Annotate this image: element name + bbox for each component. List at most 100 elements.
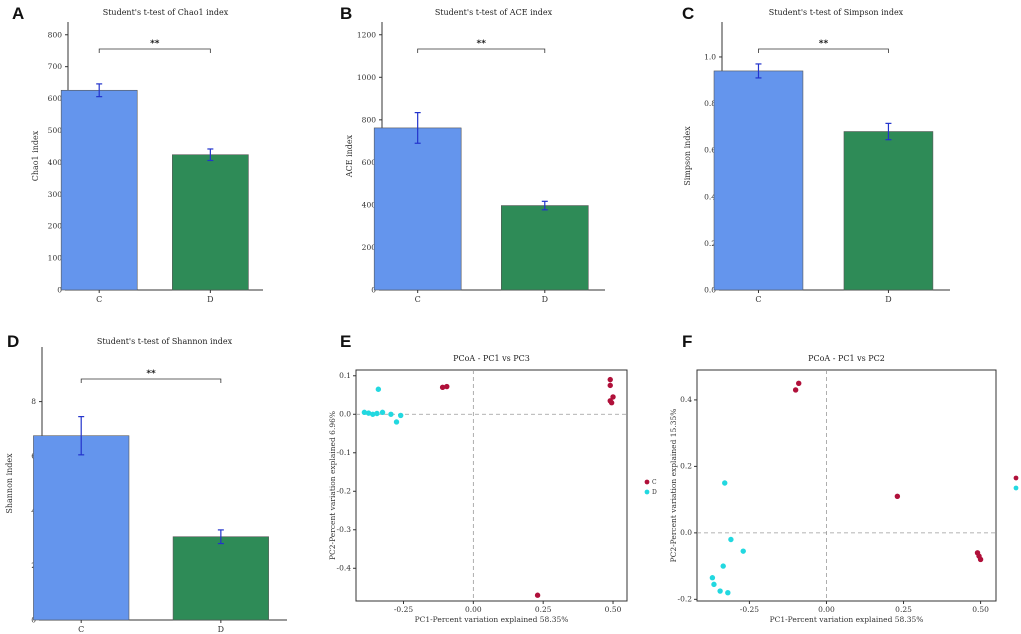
point-C: [534, 592, 541, 598]
y-tick-label: 200: [362, 243, 377, 252]
chart-title: Student's t-test of Chao1 index: [103, 8, 229, 17]
y-tick-label: 800: [362, 115, 377, 124]
chart-title: Student's t-test of Shannon index: [97, 337, 233, 346]
panel-label: A: [12, 4, 24, 23]
point-C: [894, 493, 901, 500]
legend-marker-C: [644, 479, 650, 485]
panel-B: B Student's t-test of ACE index 0 200 400 600…: [340, 4, 605, 304]
y-tick-label: 700: [48, 62, 63, 71]
panel-label: B: [340, 4, 352, 23]
x-tick-label: 0.25: [535, 605, 552, 614]
y-tick-label: 500: [48, 126, 63, 135]
y-tick-label: 1000: [357, 73, 376, 82]
point-C: [607, 382, 613, 389]
point-C: [607, 376, 613, 383]
bar-D: [172, 154, 249, 291]
chart-title: Student's t-test of Simpson index: [769, 8, 904, 17]
plot-frame: [355, 369, 628, 602]
point-D: [375, 386, 382, 392]
y-tick-label: 200: [48, 222, 63, 231]
point-C: [977, 556, 984, 563]
chart-title: PCoA - PC1 vs PC3: [453, 354, 530, 363]
x-tick-label: C: [415, 295, 421, 304]
y-tick-label: 1200: [357, 30, 376, 39]
y-axis-label: PC2-Percent variation explained 15.35%: [669, 409, 678, 563]
y-tick-label: 0.0: [680, 528, 692, 537]
panel-label: F: [682, 332, 692, 351]
panel-E: E PCoA - PC1 vs PC3 -0.25 0.00 0.25 0.50 -0.4 -…: [328, 332, 657, 624]
y-tick-label: 0.2: [704, 239, 716, 248]
x-tick-label: D: [542, 295, 548, 304]
point-C: [439, 384, 446, 391]
legend-marker-C: [1013, 475, 1019, 481]
y-tick-label: 600: [48, 94, 63, 103]
y-tick-label: -0.2: [337, 486, 352, 495]
x-tick-label: 0.00: [818, 605, 835, 614]
point-D: [740, 548, 746, 554]
y-tick-label: -0.2: [678, 595, 693, 604]
y-tick-label: -0.1: [337, 448, 351, 457]
x-tick-label: D: [885, 295, 891, 304]
point-D: [388, 411, 394, 417]
y-axis-label: Shannon index: [5, 453, 14, 514]
x-tick-label: -0.25: [394, 605, 413, 614]
y-tick-label: 0.0: [704, 286, 716, 295]
panel-A: A Student's t-test of Chao1 index 0 100 200 3…: [12, 4, 263, 304]
x-tick-label: 0.50: [972, 605, 989, 614]
bar-C: [373, 127, 462, 291]
significance-label: **: [146, 369, 156, 379]
point-D: [728, 536, 734, 543]
point-D: [725, 589, 731, 596]
y-tick-label: 0.1: [339, 371, 351, 380]
x-tick-label: C: [78, 625, 84, 634]
point-D: [393, 419, 400, 425]
point-D: [709, 575, 716, 581]
point-D: [398, 412, 404, 419]
plot-frame: [696, 369, 997, 602]
y-tick-label: 400: [362, 200, 377, 209]
y-axis-label: Simpson index: [683, 126, 692, 186]
y-tick-label: 600: [362, 158, 377, 167]
bar-D: [843, 131, 934, 291]
significance-label: **: [150, 39, 160, 49]
panel-F: F PCoA - PC1 vs PC2 -0.25 0.00 0.25 0.50 -0.2 0…: [669, 332, 1019, 624]
point-C: [444, 383, 450, 390]
panel-label: C: [682, 4, 694, 23]
x-tick-label: C: [96, 295, 102, 304]
point-D: [379, 409, 386, 416]
point-C: [610, 394, 616, 400]
point-D: [722, 480, 728, 486]
y-tick-label: 0.4: [704, 192, 716, 201]
bar-C: [713, 70, 804, 291]
y-tick-label: 800: [48, 30, 63, 39]
x-tick-label: 0.00: [465, 605, 482, 614]
x-tick-label: 0.50: [605, 605, 622, 614]
significance-bracket: [80, 378, 222, 383]
significance-bracket: [417, 48, 546, 53]
bar-D: [172, 536, 269, 621]
bar-D: [501, 205, 589, 291]
y-tick-label: 0.4: [680, 395, 692, 404]
bar-C: [33, 435, 130, 621]
x-tick-label: D: [218, 625, 224, 634]
point-D: [717, 588, 723, 594]
x-axis-label: PC1-Percent variation explained 58.35%: [770, 615, 924, 624]
y-axis-label: PC2-Percent variation explained 6.96%: [328, 411, 337, 560]
significance-label: **: [477, 39, 487, 49]
point-D: [374, 410, 380, 417]
y-axis-label: ACE index: [345, 134, 354, 178]
x-axis-label: PC1-Percent variation explained 58.35%: [415, 615, 569, 624]
y-tick-label: 0.6: [704, 146, 716, 155]
point-C: [796, 380, 802, 386]
point-D: [370, 411, 376, 417]
y-tick-label: 1.0: [704, 52, 716, 61]
panel-label: E: [340, 332, 351, 351]
y-axis-label: Chao1 index: [31, 130, 40, 181]
point-C: [608, 400, 615, 406]
point-D: [720, 563, 726, 569]
chart-title: Student's t-test of ACE index: [435, 8, 553, 17]
point-D: [365, 410, 372, 416]
y-tick-label: 0.0: [339, 409, 351, 418]
